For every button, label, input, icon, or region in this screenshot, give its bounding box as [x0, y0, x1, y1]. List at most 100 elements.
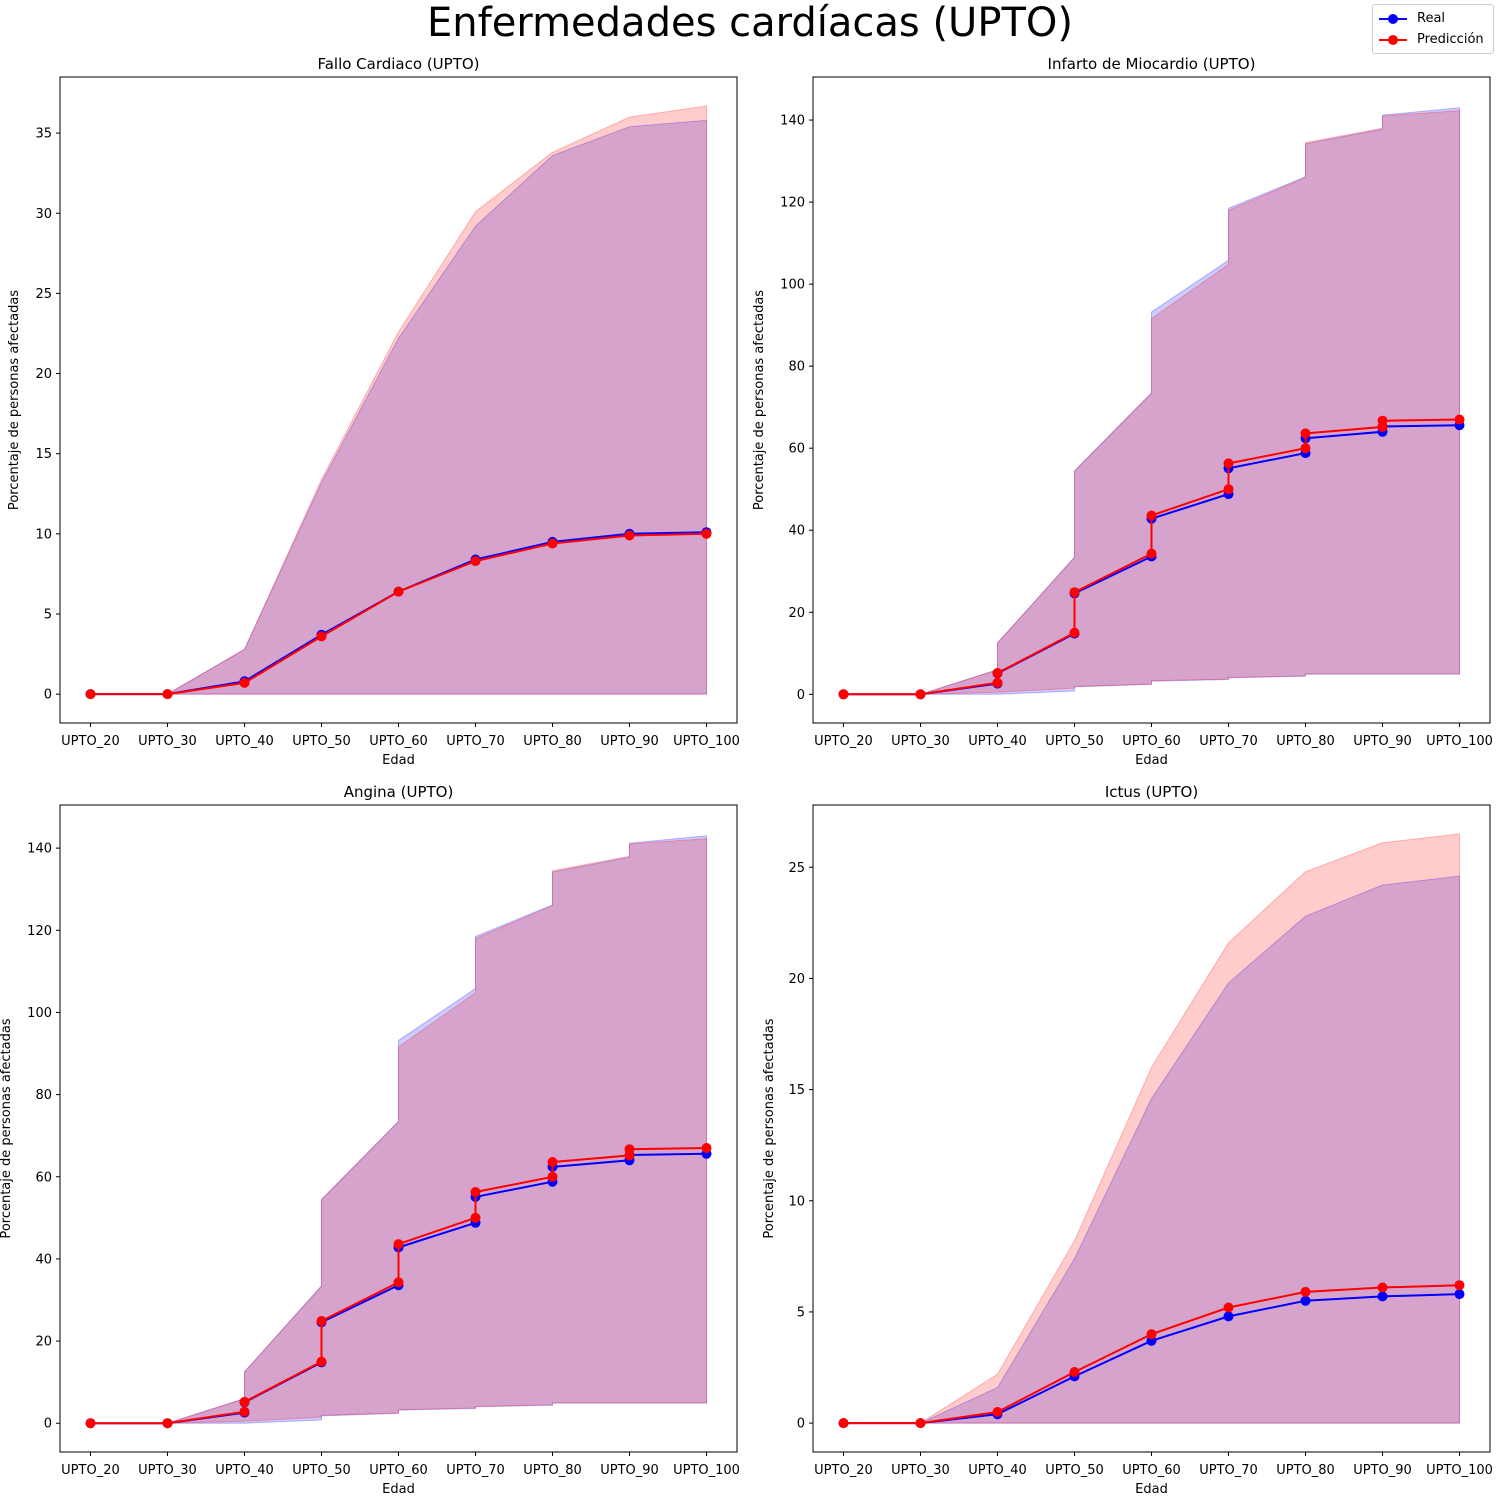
subplot-0: 0 5 10 15 20 25 30 35 UPTO_20 UPTO_30 UPTO_40 UPTO_…: [7, 55, 740, 768]
data-point-prediccion: [915, 689, 926, 700]
y-axis-label: Porcentaje de personas afectadas: [0, 1018, 14, 1238]
y-tick-label: 0: [797, 1417, 805, 1432]
data-point-prediccion: [85, 1418, 96, 1429]
y-tick-label: 25: [35, 287, 52, 302]
data-point-prediccion: [1223, 458, 1234, 469]
legend-real-label: Real: [1417, 11, 1446, 26]
confidence-band-prediccion: [90, 838, 707, 1424]
data-point-prediccion: [992, 1407, 1003, 1417]
y-tick-label: 25: [788, 861, 805, 876]
data-point-prediccion: [992, 677, 1003, 688]
data-point-prediccion: [393, 1277, 404, 1288]
data-point-prediccion: [701, 1143, 712, 1153]
y-tick-label: 120: [27, 924, 52, 939]
legend-item-real: Real: [1373, 10, 1493, 28]
y-tick-label: 20: [788, 972, 805, 987]
data-point-prediccion: [316, 631, 327, 642]
y-tick-label: 40: [35, 1252, 52, 1267]
data-point-prediccion: [162, 1418, 173, 1429]
data-point-prediccion: [624, 1144, 635, 1155]
x-tick-label: UPTO_30: [891, 1463, 950, 1478]
y-tick-label: 100: [27, 1006, 52, 1021]
data-point-real: [1223, 1311, 1234, 1322]
data-point-prediccion: [470, 556, 481, 567]
x-tick-label: UPTO_90: [600, 1463, 659, 1478]
x-tick-label: UPTO_70: [1199, 1463, 1258, 1478]
data-point-prediccion: [239, 677, 250, 688]
figure-title: Enfermedades cardíacas (UPTO): [427, 0, 1073, 46]
data-point-prediccion: [1454, 414, 1465, 425]
x-tick-label: UPTO_60: [369, 1463, 428, 1478]
legend-pred-label: Predicción: [1417, 32, 1484, 47]
confidence-band-prediccion: [843, 110, 1460, 695]
x-tick-label: UPTO_30: [891, 734, 950, 749]
data-point-prediccion: [1223, 1302, 1234, 1313]
x-tick-label: UPTO_90: [1353, 1463, 1412, 1478]
confidence-band-prediccion: [90, 105, 707, 695]
x-tick-label: UPTO_70: [446, 1463, 505, 1478]
confidence-band-real: [843, 875, 1460, 1424]
data-point-prediccion: [547, 1171, 558, 1182]
data-point-prediccion: [1069, 1367, 1080, 1377]
x-tick-label: UPTO_50: [1045, 1463, 1104, 1478]
x-tick-label: UPTO_60: [1122, 734, 1181, 749]
y-tick-label: 80: [788, 360, 805, 375]
data-point-prediccion: [316, 1316, 327, 1326]
x-tick-label: UPTO_100: [673, 1463, 740, 1478]
data-point-prediccion: [1146, 1329, 1157, 1340]
x-tick-label: UPTO_20: [814, 1463, 873, 1478]
x-tick-label: UPTO_40: [215, 1463, 274, 1478]
subplot-title: Angina (UPTO): [344, 783, 454, 801]
legend-pred-marker: [1388, 35, 1398, 45]
x-tick-label: UPTO_60: [369, 734, 428, 749]
legend-real-marker: [1388, 14, 1398, 24]
y-tick-label: 35: [35, 127, 52, 142]
x-tick-label: UPTO_80: [523, 734, 582, 749]
x-tick-label: UPTO_90: [600, 734, 659, 749]
data-point-prediccion: [1377, 1282, 1388, 1293]
x-tick-label: UPTO_40: [968, 734, 1027, 749]
x-tick-label: UPTO_20: [61, 734, 120, 749]
figure-legend: Real Predicción: [1372, 4, 1494, 54]
data-point-prediccion: [1300, 428, 1311, 439]
confidence-band-real: [90, 835, 707, 1424]
data-point-prediccion: [316, 1356, 327, 1367]
data-point-prediccion: [393, 1239, 404, 1250]
x-tick-label: UPTO_80: [1276, 1463, 1335, 1478]
y-tick-label: 20: [35, 367, 52, 382]
x-tick-label: UPTO_50: [292, 734, 351, 749]
y-tick-label: 20: [788, 606, 805, 621]
confidence-band-real: [90, 119, 707, 695]
y-tick-label: 10: [788, 1194, 805, 1209]
x-tick-label: UPTO_30: [138, 1463, 197, 1478]
data-point-real: [1377, 1291, 1388, 1302]
data-point-prediccion: [1146, 548, 1157, 559]
y-tick-label: 15: [35, 447, 52, 462]
data-point-prediccion: [1069, 627, 1080, 638]
x-tick-label: UPTO_50: [292, 1463, 351, 1478]
y-tick-label: 120: [780, 196, 805, 211]
y-tick-label: 140: [780, 114, 805, 129]
data-point-prediccion: [1454, 1280, 1465, 1291]
y-tick-label: 15: [788, 1083, 805, 1098]
y-tick-label: 40: [788, 524, 805, 539]
data-point-prediccion: [470, 1212, 481, 1223]
x-tick-label: UPTO_70: [1199, 734, 1258, 749]
x-tick-label: UPTO_80: [1276, 734, 1335, 749]
data-point-prediccion: [1300, 443, 1311, 454]
y-axis-label: Porcentaje de personas afectadas: [752, 290, 767, 510]
y-axis-label: Porcentaje de personas afectadas: [762, 1018, 777, 1238]
data-point-real: [1300, 1295, 1311, 1306]
subplot-2: 0 20 40 60 80 100 120 140 UPTO_20 UPTO_30 UPTO_40 U…: [0, 783, 740, 1497]
confidence-band-real: [843, 107, 1460, 695]
x-tick-label: UPTO_60: [1122, 1463, 1181, 1478]
data-point-prediccion: [624, 530, 635, 541]
y-axis-label: Porcentaje de personas afectadas: [7, 290, 22, 510]
y-tick-label: 30: [35, 207, 52, 222]
y-tick-label: 10: [35, 527, 52, 542]
data-point-prediccion: [162, 689, 173, 700]
data-point-prediccion: [1146, 510, 1157, 521]
y-tick-label: 60: [788, 442, 805, 457]
y-tick-label: 20: [35, 1335, 52, 1350]
